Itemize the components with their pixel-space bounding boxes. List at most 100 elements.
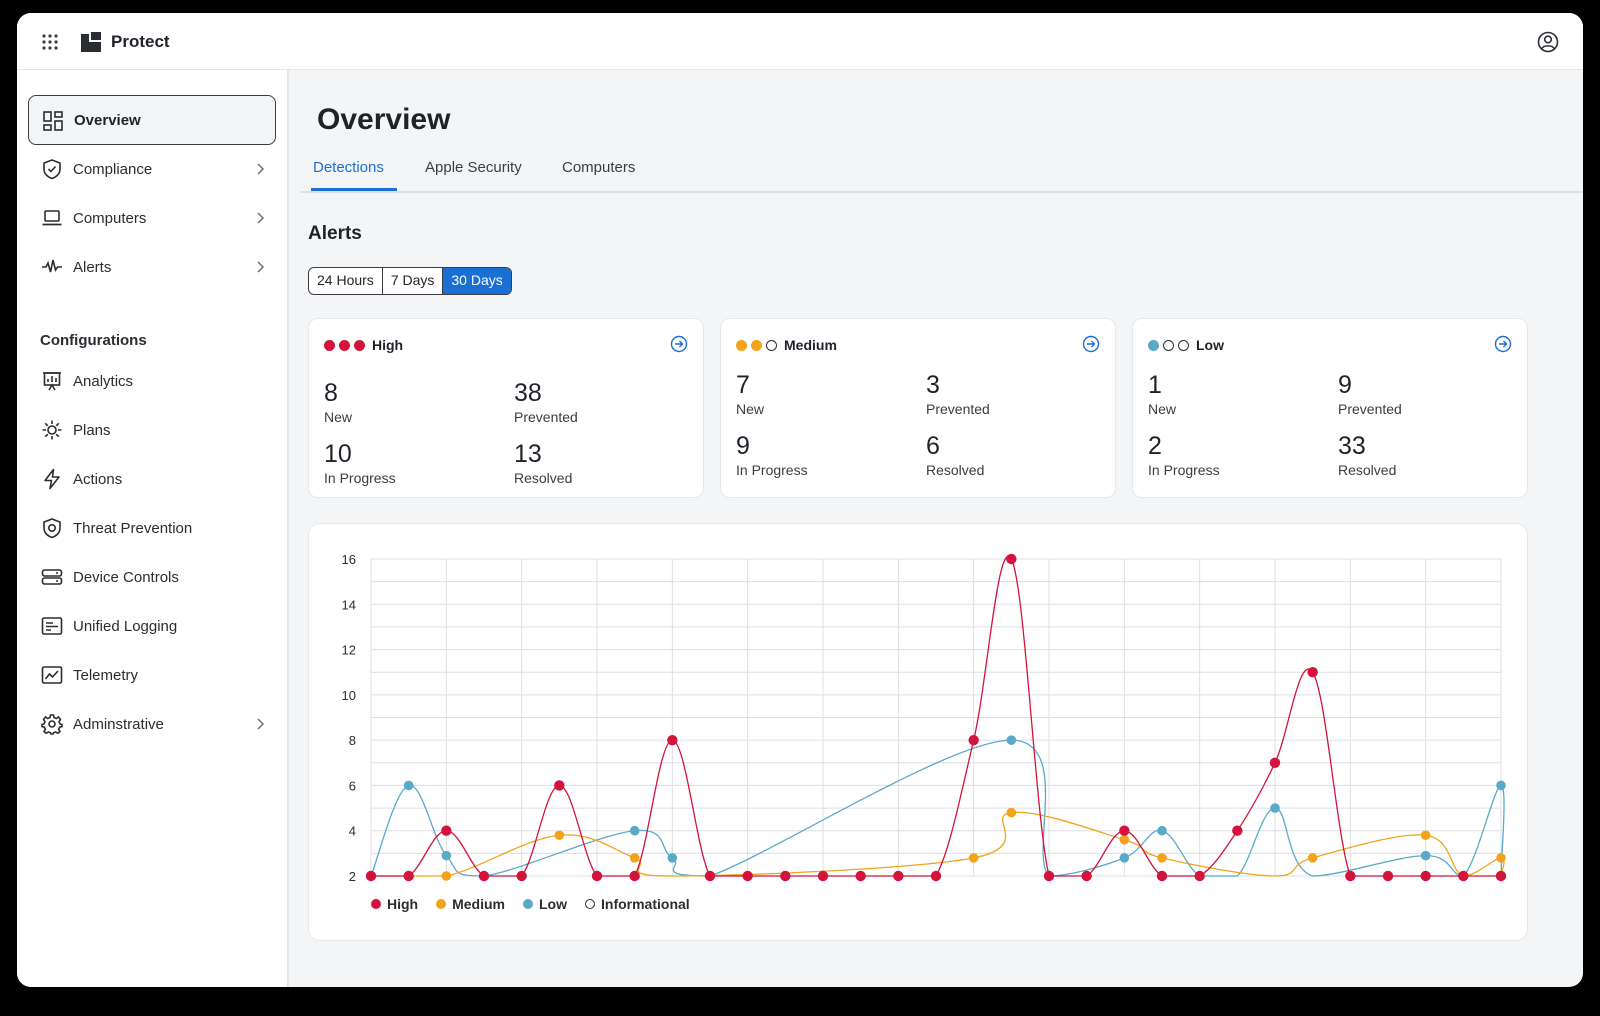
data-point-high [1119,825,1130,836]
stat-value: 1 [1148,371,1162,399]
severity-indicator: High [324,337,403,353]
stat-caption: In Progress [1148,462,1220,478]
data-point-medium [1496,853,1506,863]
sidebar-item-label: Analytics [73,372,134,390]
range-30-days-button[interactable]: 30 Days [443,268,511,294]
data-point-low [441,850,452,861]
sidebar-item-alerts[interactable]: Alerts [28,242,276,292]
sidebar-item-label: Device Controls [73,568,179,586]
data-point-low [667,853,678,863]
data-point-low [1420,850,1431,861]
data-point-medium [1006,807,1017,818]
stat-value: 6 [926,432,940,460]
tab-detections[interactable]: Detections [313,159,384,176]
legend-dot [371,899,381,909]
severity-dot [354,339,365,351]
sidebar-item-administrative[interactable]: Adminstrative [28,699,276,749]
sidebar-item-overview[interactable]: Overview [28,95,276,145]
legend-label: Medium [452,896,505,912]
data-point-low [1119,853,1130,863]
data-point-high [855,870,866,882]
sidebar-item-label: Compliance [73,160,153,178]
data-point-high [1269,757,1281,768]
data-point-high [893,870,904,882]
sidebar-item-unified-logging[interactable]: Unified Logging [28,601,276,651]
range-24-hours-button[interactable]: 24 Hours [309,268,383,294]
sidebar-item-threat-prevention[interactable]: Threat Prevention [28,503,276,553]
data-point-low [629,825,640,836]
sidebar-item-plans[interactable]: Plans [28,405,276,455]
settings-gear-icon [41,714,63,735]
data-point-high [930,870,942,882]
stat-caption: Prevented [514,409,578,425]
legend-item-high[interactable]: High [371,896,418,912]
sidebar-item-label: Plans [73,421,111,439]
y-tick-label: 10 [342,688,356,703]
pulse-icon [42,259,62,273]
sidebar-item-device-controls[interactable]: Device Controls [28,552,276,602]
user-profile-icon[interactable] [1537,31,1559,53]
legend-item-medium[interactable]: Medium [436,896,505,912]
y-tick-label: 2 [349,869,356,884]
logging-icon [41,617,63,635]
data-point-high [742,870,753,882]
legend-dot [585,899,595,909]
data-point-low [1270,803,1280,813]
stat-value: 33 [1338,432,1366,460]
y-tick-label: 16 [342,552,356,567]
arrow-circle-right-icon[interactable] [1082,335,1100,353]
sidebar-item-compliance[interactable]: Compliance [28,144,276,194]
legend-item-informational[interactable]: Informational [585,896,690,912]
y-tick-label: 6 [349,778,356,793]
page-title: Overview [317,103,451,136]
sidebar-item-computers[interactable]: Computers [28,193,276,243]
top-bar: Protect [17,13,1583,70]
tab-computers[interactable]: Computers [562,159,636,176]
apps-grid-icon[interactable] [41,33,59,51]
y-tick-label: 12 [342,643,356,658]
sidebar-item-actions[interactable]: Actions [28,454,276,504]
data-point-high [478,870,490,882]
data-point-high [1495,870,1507,882]
arrow-circle-right-icon[interactable] [1494,335,1512,353]
stat-caption: Resolved [926,462,985,478]
sidebar-item-analytics[interactable]: Analytics [28,356,276,406]
stat-in-progress: 2 In Progress [1148,432,1220,478]
stat-caption: New [1148,401,1177,417]
protect-logo-icon [81,32,101,52]
range-7-days-button[interactable]: 7 Days [383,268,444,294]
alerts-line-chart: 2 4 6 8 10 12 14 16 [342,552,1507,884]
severity-label: Medium [784,337,837,353]
legend-label: Low [539,896,567,912]
stat-caption: New [736,401,765,417]
data-point-low [1496,780,1506,791]
data-point-high [780,870,791,882]
y-tick-label: 14 [342,597,356,612]
data-point-high [629,870,640,882]
data-point-high [1006,553,1017,565]
sidebar-item-label: Alerts [73,258,112,276]
sidebar-item-label: Adminstrative [73,715,164,733]
telemetry-icon [41,666,63,684]
stat-value: 10 [324,440,352,468]
data-point-high [1420,870,1431,882]
time-range-selector: 24 Hours 7 Days 30 Days [308,267,512,295]
data-point-high [591,870,603,882]
stat-prevented: 3 Prevented [926,371,990,417]
sidebar-item-label: Actions [73,470,123,488]
stat-value: 9 [1338,371,1352,399]
severity-dot-empty [1178,339,1189,351]
overview-icon [43,111,63,131]
stat-new: 7 New [736,371,764,417]
section-title-alerts: Alerts [308,223,362,244]
chevron-right-icon [257,163,265,175]
sidebar-item-label: Unified Logging [73,617,178,635]
sidebar-item-label: Overview [74,111,141,129]
legend-item-low[interactable]: Low [523,896,567,912]
tab-apple-security[interactable]: Apple Security [425,159,522,176]
drive-icon [41,569,63,585]
severity-indicator: Low [1148,337,1224,353]
sidebar-item-telemetry[interactable]: Telemetry [28,650,276,700]
severity-dot [1148,339,1159,351]
arrow-circle-right-icon[interactable] [670,335,688,353]
